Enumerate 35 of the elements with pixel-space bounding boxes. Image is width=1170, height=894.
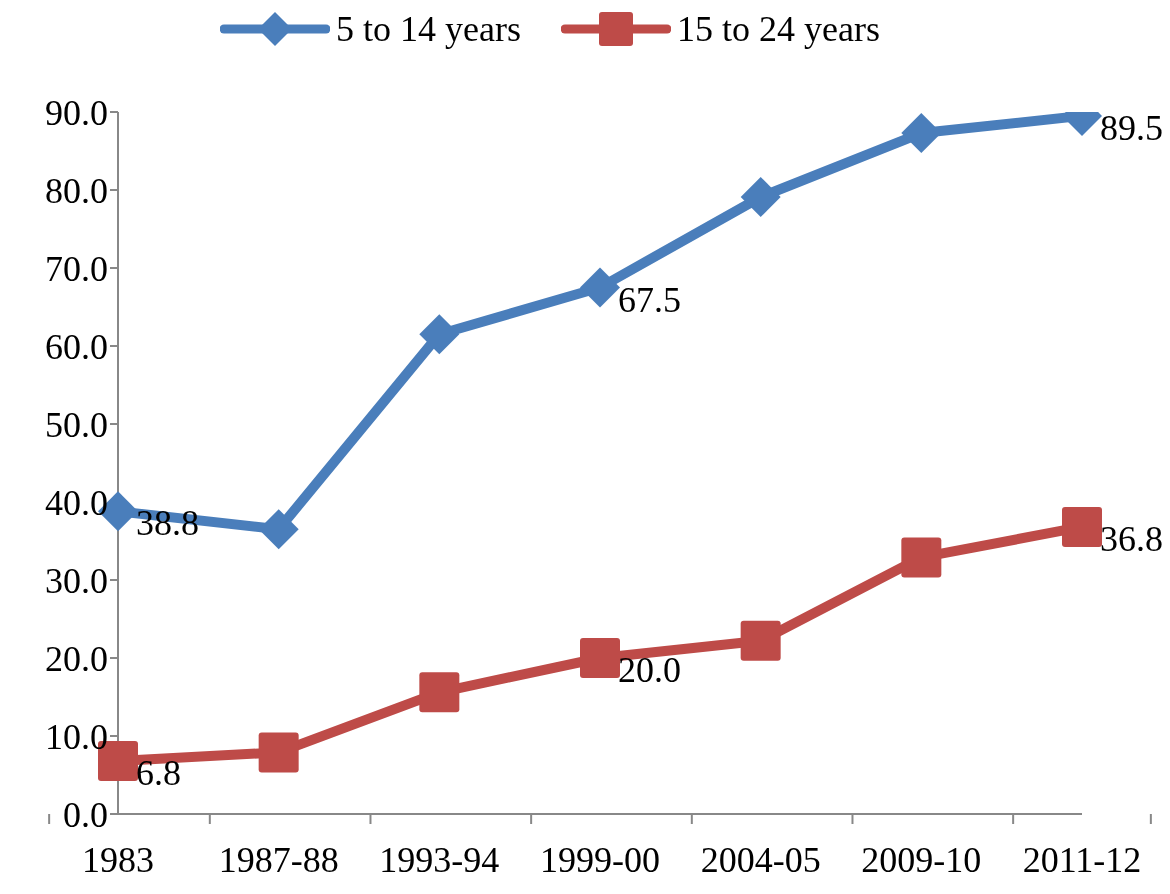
x-tick-label: 2009-10 [861,840,982,880]
y-tick-label: 10.0 [45,716,108,757]
legend-label: 15 to 24 years [677,8,880,50]
y-tick-label: 50.0 [45,404,108,445]
y-tick-label: 40.0 [45,482,108,523]
y-tick-label: 90.0 [45,92,108,133]
x-tick-label: 1983 [82,840,154,880]
data-label: 89.5 [1100,107,1163,148]
data-label: 36.8 [1100,518,1163,559]
y-tick-label: 20.0 [45,638,108,679]
point [419,314,460,355]
y-tick-label: 80.0 [45,170,108,211]
y-tick-label: 70.0 [45,248,108,289]
data-label: 67.5 [618,279,681,320]
point [580,638,620,678]
x-tick-label: 1993-94 [379,840,500,880]
x-tick-label: 2011-12 [1022,840,1142,880]
point [901,537,942,578]
point [901,113,942,154]
point [740,177,781,218]
data-label: 20.0 [618,650,681,690]
point [258,509,299,550]
point [740,620,781,661]
x-tick-label: 2004-05 [700,840,821,880]
legend-label: 5 to 14 years [336,8,521,50]
point [580,267,620,308]
point [419,672,460,713]
point [1062,506,1102,547]
point [258,732,299,773]
y-tick-label: 30.0 [45,560,108,601]
y-tick-label: 0.0 [63,794,108,835]
x-tick-label: 1999-00 [540,840,660,880]
x-tick-label: 1987-88 [218,840,339,880]
data-label: 6.8 [136,752,181,793]
y-tick-label: 60.0 [45,326,108,367]
